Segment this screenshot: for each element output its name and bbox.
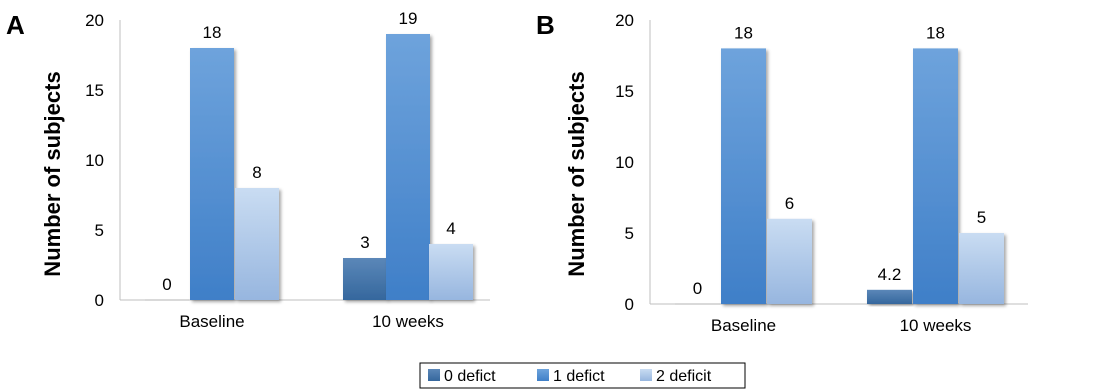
y-tick-label: 10 [615,153,634,172]
panel-b: B Number of subjects 0 5 10 15 20 0 18 6 4.2 18 5… [536,10,1028,335]
legend-label-0-defict: 0 defict [444,368,496,385]
bar-10-weeks-0-defict [343,258,387,300]
y-tick-label: 15 [615,82,634,101]
panel-a: A Number of subjects 0 5 10 15 20 0 18 8 3 19 4 B… [6,9,490,331]
category-label: 10 weeks [372,312,444,331]
y-axis-label: Number of subjects [564,71,589,276]
category-label: 10 weeks [900,316,972,335]
legend: 0 defict 1 defict 2 deficit [419,362,746,389]
bar-10-weeks-0-defict [867,289,912,304]
legend-label-2-deficit: 2 deficit [656,368,712,385]
y-tick-label: 5 [625,224,634,243]
legend-swatch-0-defict [428,369,440,381]
data-label-baseline-0-defict: 0 [162,275,171,294]
bar-10-weeks-2-deficit [959,233,1004,304]
data-label-baseline-2-deficit: 8 [252,163,261,182]
y-ticks: 0 5 10 15 20 [615,11,634,314]
category-labels: Baseline 10 weeks [711,316,972,335]
bar-10-weeks-1-defict [913,48,958,305]
legend-frame [419,362,746,389]
data-label-baseline-0-defict: 0 [693,279,702,298]
y-tick-label: 15 [85,81,104,100]
bar-baseline-2-deficit [235,188,279,300]
bar-10-weeks-1-defict [386,34,430,300]
category-labels: Baseline 10 weeks [179,312,444,331]
data-labels: 0 18 8 3 19 4 [162,9,455,294]
bars [145,34,473,301]
data-label-10-weeks-2-deficit: 5 [977,208,986,227]
data-label-10-weeks-0-defict: 3 [360,233,369,252]
data-label-baseline-2-deficit: 6 [785,194,794,213]
bar-baseline-1-defict [190,48,234,300]
legend-swatch-2-deficit [640,369,652,381]
bar-baseline-2-deficit [767,218,812,304]
panel-letter: B [536,10,555,40]
data-label-baseline-1-defict: 18 [734,23,753,42]
bar-baseline-0-defict [675,303,720,305]
category-label: Baseline [711,316,776,335]
data-label-10-weeks-1-defict: 19 [399,9,418,28]
data-label-10-weeks-1-defict: 18 [926,23,945,42]
bars [675,48,1004,305]
y-tick-label: 10 [85,151,104,170]
bar-10-weeks-2-deficit [429,244,473,300]
data-label-10-weeks-2-deficit: 4 [446,219,455,238]
bar-baseline-1-defict [721,48,766,305]
y-tick-label: 5 [95,221,104,240]
category-label: Baseline [179,312,244,331]
panel-letter: A [6,10,25,40]
bar-baseline-0-defict [145,299,189,301]
y-tick-label: 20 [615,11,634,30]
data-label-10-weeks-0-defict: 4.2 [878,265,902,284]
data-label-baseline-1-defict: 18 [203,23,222,42]
data-labels: 0 18 6 4.2 18 5 [693,23,986,298]
y-ticks: 0 5 10 15 20 [85,11,104,310]
legend-label-1-defict: 1 defict [553,368,605,385]
y-tick-label: 0 [625,295,634,314]
y-tick-label: 20 [85,11,104,30]
y-axis-label: Number of subjects [40,71,65,276]
y-tick-label: 0 [95,291,104,310]
legend-swatch-1-defict [537,369,549,381]
